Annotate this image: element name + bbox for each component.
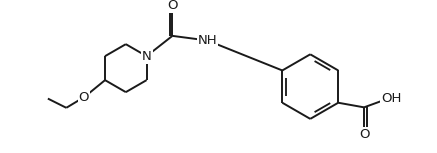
Text: N: N (142, 50, 152, 63)
Text: O: O (167, 0, 178, 12)
Text: OH: OH (382, 92, 402, 105)
Text: O: O (79, 91, 89, 104)
Text: NH: NH (198, 34, 217, 47)
Text: O: O (359, 128, 369, 141)
